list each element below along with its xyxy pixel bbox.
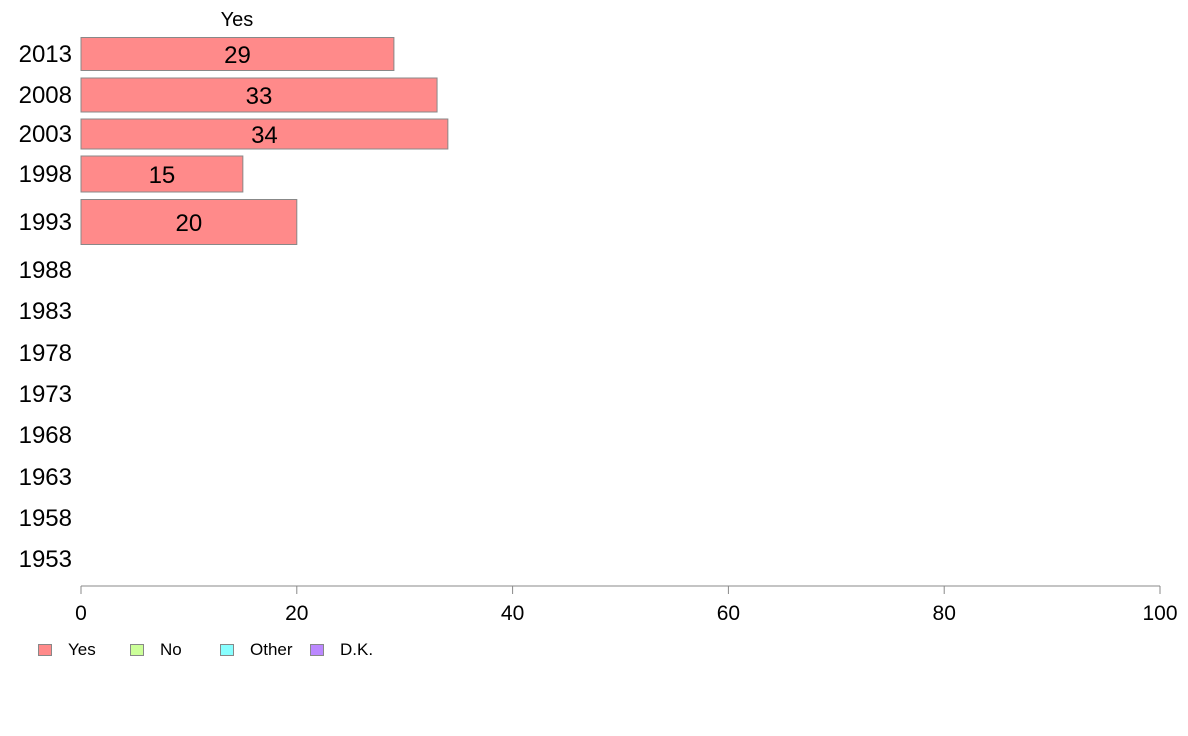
data-label-1993: 20 xyxy=(176,210,203,237)
x-tick-label-100: 100 xyxy=(1142,602,1177,625)
legend-label-other: Other xyxy=(250,640,293,659)
legend: Yes No Other D.K. xyxy=(38,640,373,660)
bar-yes-2008 xyxy=(80,77,438,113)
year-label-1983: 1983 xyxy=(19,298,72,325)
column-header-yes: Yes xyxy=(221,9,254,31)
legend-swatch-no xyxy=(130,644,144,656)
year-label-1963: 1963 xyxy=(19,464,72,491)
year-label-1973: 1973 xyxy=(19,381,72,408)
legend-swatch-other xyxy=(220,644,234,656)
legend-item-yes: Yes xyxy=(38,640,130,660)
x-tick-label-0: 0 xyxy=(75,602,87,625)
year-label-1988: 1988 xyxy=(19,257,72,284)
x-tick-label-80: 80 xyxy=(933,602,956,625)
legend-label-no: No xyxy=(160,640,182,659)
year-label-1953: 1953 xyxy=(19,546,72,573)
year-label-2008: 2008 xyxy=(19,82,72,109)
x-tick-label-20: 20 xyxy=(285,602,308,625)
data-label-2013: 29 xyxy=(224,42,251,69)
year-label-1998: 1998 xyxy=(19,161,72,188)
legend-item-other: Other xyxy=(220,640,310,660)
legend-label-dk: D.K. xyxy=(340,640,374,659)
year-label-1993: 1993 xyxy=(19,209,72,236)
bar-yes-1993 xyxy=(80,199,298,245)
year-label-1968: 1968 xyxy=(19,422,72,449)
data-label-1998: 15 xyxy=(149,162,176,189)
bar-yes-1998 xyxy=(80,155,244,193)
legend-swatch-dk xyxy=(310,644,324,656)
data-label-2008: 33 xyxy=(246,83,273,110)
bar-yes-2013 xyxy=(80,37,395,71)
legend-swatch-yes xyxy=(38,644,52,656)
bar-yes-2003 xyxy=(80,118,449,150)
legend-item-dk: D.K. xyxy=(310,640,373,660)
year-label-1978: 1978 xyxy=(19,340,72,367)
legend-label-yes: Yes xyxy=(68,640,96,659)
x-tick-label-40: 40 xyxy=(501,602,524,625)
x-tick-label-60: 60 xyxy=(717,602,740,625)
legend-item-no: No xyxy=(130,640,220,660)
data-label-2003: 34 xyxy=(251,122,278,149)
year-label-2003: 2003 xyxy=(19,121,72,148)
year-label-2013: 2013 xyxy=(19,41,72,68)
year-label-1958: 1958 xyxy=(19,505,72,532)
